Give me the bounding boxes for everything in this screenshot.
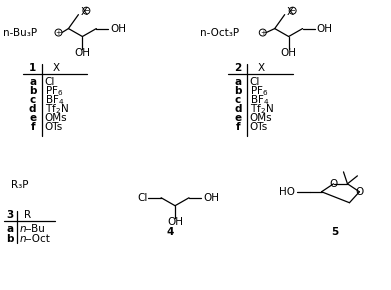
Text: --Bu: --Bu — [25, 224, 45, 234]
Text: X: X — [287, 7, 294, 17]
Text: c: c — [29, 95, 36, 105]
Text: d: d — [29, 104, 36, 114]
Text: b: b — [29, 86, 36, 96]
Text: b: b — [6, 233, 13, 244]
Text: n: n — [20, 224, 26, 234]
Text: 2: 2 — [234, 64, 242, 73]
Text: BF$_4$: BF$_4$ — [250, 93, 269, 107]
Text: O: O — [355, 187, 364, 197]
Text: OH: OH — [317, 23, 333, 34]
Text: a: a — [29, 77, 36, 87]
Text: e: e — [234, 113, 241, 123]
Text: f: f — [30, 122, 35, 132]
Text: HO: HO — [279, 187, 295, 197]
Text: Cl: Cl — [250, 77, 260, 87]
Text: c: c — [235, 95, 241, 105]
Text: n-Bu₃P: n-Bu₃P — [3, 28, 37, 37]
Text: 1: 1 — [29, 64, 36, 73]
Text: OMs: OMs — [250, 113, 273, 123]
Text: X: X — [52, 64, 60, 73]
Text: −: − — [83, 8, 89, 14]
Text: b: b — [234, 86, 242, 96]
Text: OH: OH — [203, 193, 219, 203]
Text: e: e — [29, 113, 36, 123]
Text: OH: OH — [110, 23, 126, 34]
Text: +: + — [56, 30, 61, 36]
Text: OH: OH — [74, 48, 90, 59]
Text: 3: 3 — [6, 210, 13, 220]
Text: O: O — [329, 179, 338, 189]
Text: Tf$_2$N: Tf$_2$N — [45, 102, 68, 116]
Text: BF$_4$: BF$_4$ — [45, 93, 64, 107]
Text: a: a — [6, 224, 13, 234]
Text: d: d — [234, 104, 242, 114]
Text: n-Oct₃P: n-Oct₃P — [200, 28, 239, 37]
Text: X: X — [81, 7, 88, 17]
Text: a: a — [234, 77, 241, 87]
Text: R: R — [23, 210, 31, 220]
Text: Cl: Cl — [138, 193, 148, 203]
Text: 4: 4 — [167, 226, 174, 237]
Text: 5: 5 — [331, 226, 338, 237]
Text: R₃P: R₃P — [11, 180, 28, 190]
Text: OTs: OTs — [250, 122, 268, 132]
Text: −: − — [290, 8, 296, 14]
Text: PF$_6$: PF$_6$ — [45, 84, 63, 98]
Text: f: f — [235, 122, 240, 132]
Text: OMs: OMs — [45, 113, 67, 123]
Text: Cl: Cl — [45, 77, 55, 87]
Text: +: + — [260, 30, 266, 36]
Text: OH: OH — [167, 217, 183, 226]
Text: OTs: OTs — [45, 122, 63, 132]
Text: --Oct: --Oct — [25, 233, 50, 244]
Text: n: n — [20, 233, 26, 244]
Text: Tf$_2$N: Tf$_2$N — [250, 102, 274, 116]
Text: X: X — [258, 64, 265, 73]
Text: PF$_6$: PF$_6$ — [250, 84, 268, 98]
Text: OH: OH — [281, 48, 297, 59]
